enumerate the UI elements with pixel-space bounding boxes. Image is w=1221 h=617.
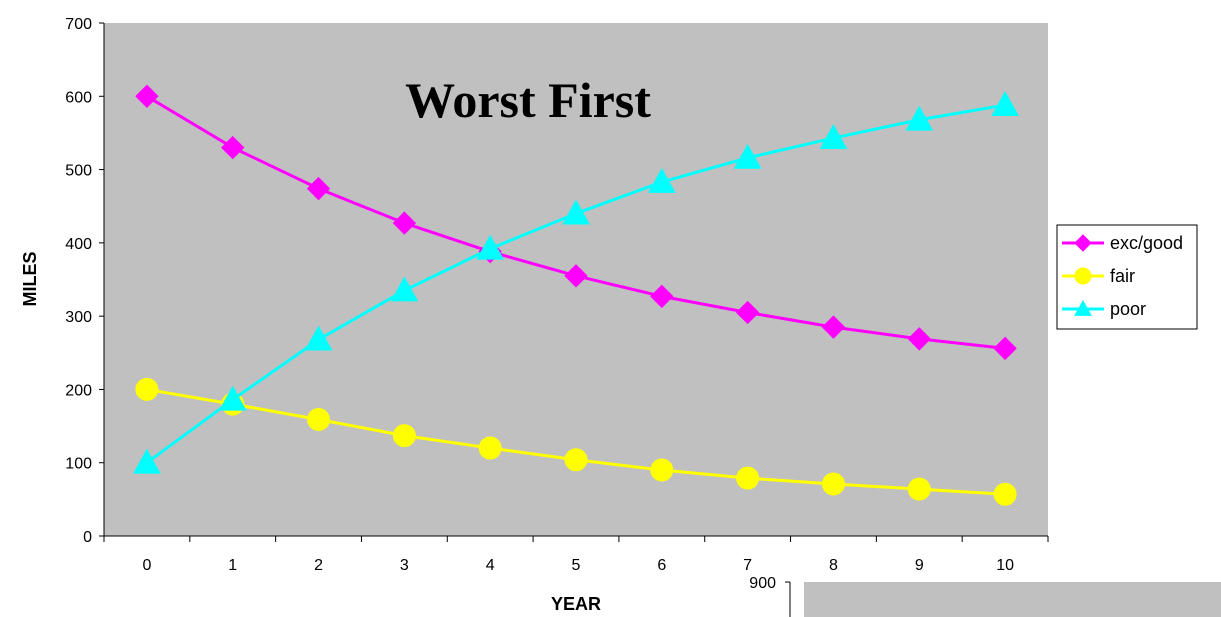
series-layer bbox=[133, 84, 1019, 506]
x-tick-label-9: 9 bbox=[915, 557, 924, 574]
second-plot-area bbox=[804, 582, 1221, 617]
data-point-poor-5 bbox=[562, 199, 590, 225]
data-point-exc-good-0 bbox=[135, 84, 159, 108]
x-tick-label-3: 3 bbox=[400, 557, 409, 574]
data-point-poor-10 bbox=[991, 91, 1019, 116]
x-tick-label-1: 1 bbox=[228, 557, 237, 574]
legend-marker-fair bbox=[1074, 267, 1092, 285]
data-point-exc-good-7 bbox=[735, 300, 760, 325]
data-point-exc-good-10 bbox=[993, 336, 1017, 361]
legend-label-exc-good: exc/good bbox=[1110, 233, 1183, 253]
data-point-exc-good-2 bbox=[306, 176, 331, 201]
data-point-fair-6 bbox=[650, 458, 674, 482]
chart-title: Worst First bbox=[405, 72, 651, 128]
data-point-poor-7 bbox=[733, 143, 762, 169]
x-tick-label-7: 7 bbox=[743, 557, 752, 574]
x-tick-label-4: 4 bbox=[486, 557, 495, 574]
y-tick-label-200: 200 bbox=[65, 382, 92, 399]
legend-marker-exc-good bbox=[1074, 234, 1092, 252]
data-point-exc-good-8 bbox=[821, 315, 846, 339]
data-point-exc-good-9 bbox=[907, 327, 931, 351]
data-point-fair-2 bbox=[307, 407, 331, 431]
data-point-fair-10 bbox=[993, 482, 1017, 506]
data-point-exc-good-3 bbox=[392, 211, 417, 235]
y-tick-label-600: 600 bbox=[65, 89, 92, 106]
data-point-poor-8 bbox=[819, 124, 848, 149]
second-y-tick-label-900: 900 bbox=[749, 575, 776, 592]
legend: exc/good fair poor bbox=[1056, 224, 1198, 330]
legend-items: exc/good fair poor bbox=[1062, 233, 1183, 319]
data-point-poor-6 bbox=[647, 168, 676, 193]
x-tick-label-6: 6 bbox=[657, 557, 666, 574]
legend-marker-poor bbox=[1074, 299, 1092, 316]
x-tick-label-0: 0 bbox=[142, 557, 151, 574]
y-tick-label-500: 500 bbox=[65, 163, 92, 180]
data-point-poor-9 bbox=[905, 105, 934, 131]
x-axis: 0 1 2 3 4 5 6 7 8 9 10 bbox=[103, 535, 1049, 574]
data-point-exc-good-1 bbox=[221, 135, 245, 160]
data-point-fair-0 bbox=[135, 377, 159, 401]
y-tick-label-300: 300 bbox=[65, 309, 92, 326]
data-point-poor-1 bbox=[218, 385, 247, 411]
y-tick-label-400: 400 bbox=[65, 236, 92, 253]
y-axis: 0 100 200 300 400 500 600 700 bbox=[65, 16, 105, 546]
y-tick-label-0: 0 bbox=[83, 529, 92, 546]
data-point-fair-9 bbox=[907, 477, 931, 501]
y-tick-label-100: 100 bbox=[65, 456, 92, 473]
x-tick-label-5: 5 bbox=[572, 557, 581, 574]
data-point-fair-8 bbox=[821, 472, 845, 496]
data-point-poor-4 bbox=[476, 234, 505, 260]
data-point-poor-3 bbox=[390, 276, 419, 302]
legend-item-fair: fair bbox=[1062, 266, 1135, 286]
data-point-fair-4 bbox=[478, 436, 502, 460]
second-chart-partial: 900 bbox=[749, 575, 1221, 617]
legend-item-poor: poor bbox=[1062, 299, 1146, 319]
legend-item-exc-good: exc/good bbox=[1062, 233, 1183, 253]
y-tick-label-700: 700 bbox=[65, 16, 92, 33]
x-tick-label-2: 2 bbox=[314, 557, 323, 574]
legend-label-fair: fair bbox=[1110, 266, 1135, 286]
data-point-poor-0 bbox=[133, 448, 161, 474]
series-poor bbox=[133, 91, 1019, 474]
data-point-fair-5 bbox=[564, 448, 588, 472]
main-chart: 0 100 200 300 400 500 600 700 0 1 2 3 4 5 6 7 8 9 10 Wors… bbox=[20, 16, 1198, 614]
legend-label-poor: poor bbox=[1110, 299, 1146, 319]
data-point-poor-2 bbox=[304, 325, 333, 351]
data-point-exc-good-5 bbox=[564, 264, 588, 288]
x-tick-label-8: 8 bbox=[829, 557, 838, 574]
x-axis-title: YEAR bbox=[551, 594, 601, 614]
x-tick-label-10: 10 bbox=[996, 557, 1014, 574]
data-point-fair-3 bbox=[392, 424, 416, 448]
data-point-fair-7 bbox=[736, 466, 760, 490]
y-axis-title: MILES bbox=[20, 251, 40, 306]
data-point-exc-good-6 bbox=[650, 284, 674, 309]
